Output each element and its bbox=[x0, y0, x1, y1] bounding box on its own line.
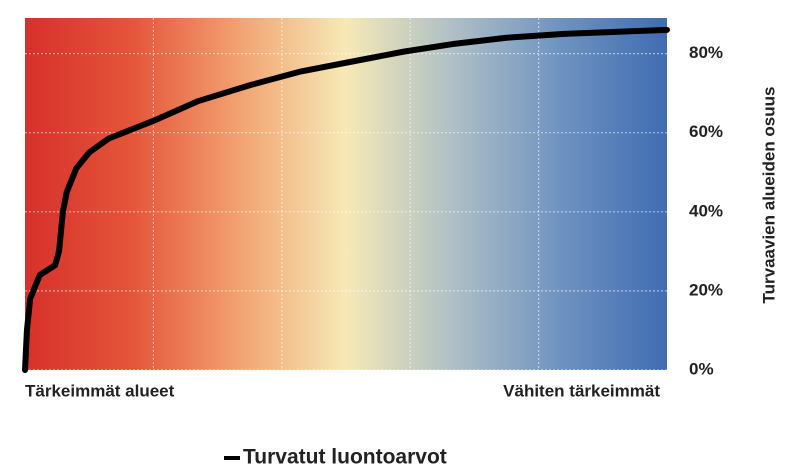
y-tick-label: 20% bbox=[689, 280, 723, 299]
y-tick-label: 0% bbox=[689, 359, 714, 378]
y-axis-label: Turvaavien alueiden osuus bbox=[759, 87, 778, 304]
x-end-label: Vähiten tärkeimmät bbox=[503, 381, 660, 400]
plot-background bbox=[25, 18, 667, 370]
y-tick-label: 60% bbox=[689, 122, 723, 141]
x-start-label: Tärkeimmät alueet bbox=[25, 381, 175, 400]
line bbox=[22, 26, 670, 373]
y-tick-label: 80% bbox=[689, 43, 723, 62]
legend-label: Turvatut luontoarvot bbox=[243, 446, 447, 469]
y-tick-label: 40% bbox=[689, 201, 723, 220]
